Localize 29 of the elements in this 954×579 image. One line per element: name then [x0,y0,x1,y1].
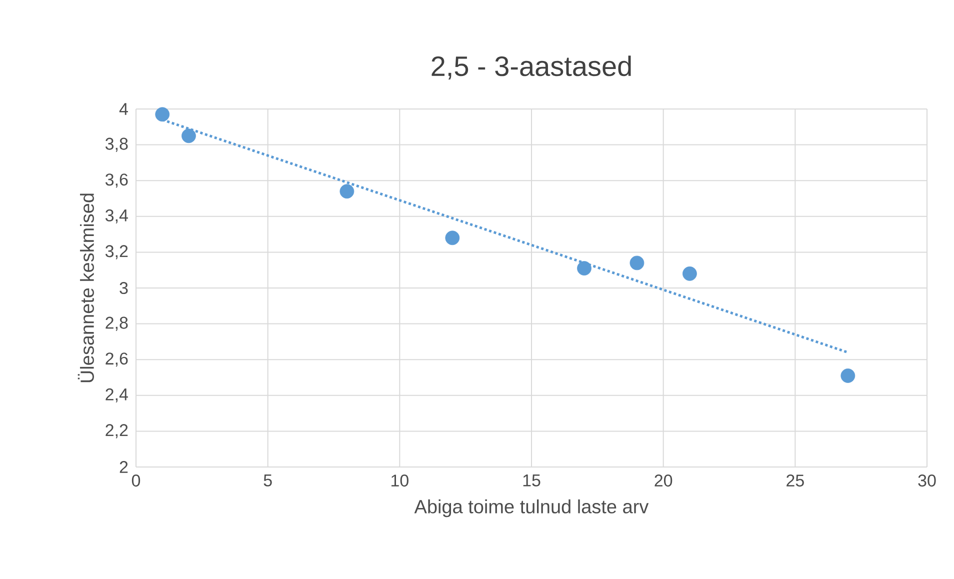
x-tick-label: 20 [654,474,672,487]
y-tick-label: 3 [120,282,128,294]
x-tick-label: 5 [264,474,272,486]
point [155,107,170,122]
point [445,230,460,246]
y-tick-label: 3,4 [105,209,128,224]
y-tick-label: 2,4 [106,388,128,402]
point [840,368,856,383]
x-tick-label: 25 [786,474,804,487]
y-tick-label: 2,8 [106,316,128,331]
y-tick-label: 4 [119,103,128,115]
x-tick-label: 15 [523,474,540,486]
x-axis-title: Abiga toime tulnud laste arv [414,499,649,518]
point [630,256,644,270]
x-tick-label: 30 [918,474,936,487]
chart-title: 2,5 - 3-aastased [432,56,631,80]
point [682,266,697,281]
y-axis-title: Ülesannete keskmised [78,194,94,382]
y-tick-label: 3,6 [105,174,128,188]
point [340,184,354,199]
x-tick-label: 0 [132,474,140,487]
y-tick-label: 3,8 [105,138,128,152]
y-tick-label: 2 [120,461,128,473]
point [182,128,196,144]
x-tick-label: 10 [392,474,408,487]
y-tick-label: 2,6 [106,352,128,367]
point [577,261,592,276]
y-tick-label: 3,2 [105,245,128,260]
y-tick-label: 2,2 [106,424,128,438]
